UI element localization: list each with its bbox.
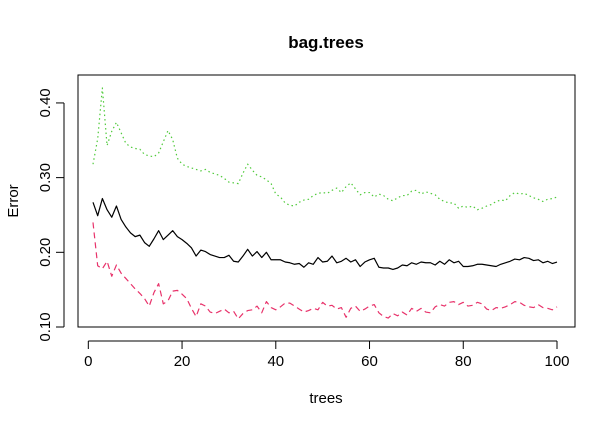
x-tick-label: 60 [361, 353, 378, 370]
y-tick-label: 0.20 [37, 238, 54, 267]
x-tick-label: 100 [544, 353, 569, 370]
y-tick-label: 0.30 [37, 163, 54, 192]
x-tick-label: 20 [174, 353, 191, 370]
series-line-red-dashed [92, 222, 558, 320]
series-line-black-solid [92, 197, 558, 271]
y-axis-title: Error [5, 184, 22, 217]
x-tick-label: 40 [267, 353, 284, 370]
x-axis-title: trees [309, 390, 342, 407]
x-tick-label: 80 [455, 353, 472, 370]
y-axis: 0.10 0.20 0.30 0.40 [37, 88, 65, 342]
x-tick-label: 0 [84, 353, 92, 370]
series-line-green-dotted [92, 87, 558, 211]
series-layer [92, 87, 558, 320]
plot-frame [77, 74, 576, 328]
chart-title: bag.trees [288, 33, 364, 52]
y-tick-label: 0.10 [37, 312, 54, 341]
x-axis: 0 20 40 60 80 100 [84, 340, 570, 370]
y-tick-label: 0.40 [37, 88, 54, 117]
